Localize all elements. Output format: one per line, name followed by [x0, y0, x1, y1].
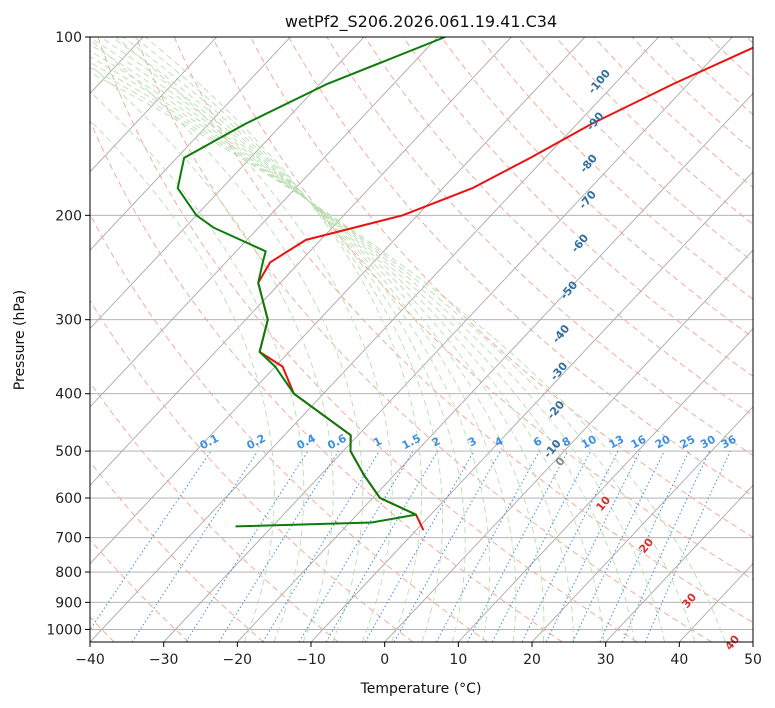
x-tick-label: 10 — [449, 652, 467, 668]
x-tick-label: 30 — [597, 652, 615, 668]
isotherm-line — [90, 37, 512, 486]
y-tick-label: 600 — [55, 491, 82, 507]
mixing-ratio-line — [599, 450, 690, 642]
moist-adiabat-line — [90, 67, 696, 642]
moist-adiabat-line — [111, 37, 491, 642]
mixing-ratio-label: 16 — [629, 433, 649, 452]
moist-adiabat-line — [90, 39, 364, 642]
y-tick-label: 200 — [55, 208, 82, 224]
dry-adiabat-line — [250, 37, 753, 538]
y-tick-label: 500 — [55, 444, 82, 460]
mixing-ratio-line — [325, 450, 439, 642]
dry-adiabat-line — [173, 37, 753, 624]
dry-adiabat-line — [402, 37, 753, 377]
mixing-ratio-line — [218, 450, 340, 642]
y-tick-label: 1000 — [46, 622, 82, 638]
moist-adiabat-line — [90, 61, 666, 642]
y-tick-label: 300 — [55, 313, 82, 329]
isotherm-line — [90, 37, 660, 642]
dry-adiabat-line — [364, 37, 753, 417]
isotherm-line — [90, 37, 586, 565]
isotherm-line — [458, 327, 753, 642]
moist-adiabat-line — [133, 37, 444, 642]
mixing-ratio-line — [393, 450, 502, 642]
moist-adiabat-line — [90, 91, 305, 642]
x-tick-label: −20 — [223, 652, 253, 668]
dry-adiabat-line — [90, 119, 563, 642]
moist-adiabat-line — [100, 37, 517, 642]
isotherm-line — [384, 249, 753, 642]
dry-adiabat-line — [90, 539, 190, 642]
mixing-ratio-line — [185, 450, 309, 642]
x-tick-label: 20 — [523, 652, 541, 668]
mixing-ratio-line — [621, 450, 711, 642]
dry-adiabat-line — [288, 37, 753, 497]
x-tick-label: 40 — [670, 652, 688, 668]
mixing-ratio-line — [545, 450, 641, 642]
x-tick-label: −10 — [296, 652, 326, 668]
y-tick-label: 800 — [55, 565, 82, 581]
y-tick-label: 400 — [55, 387, 82, 403]
moist-adiabat-line — [90, 64, 334, 642]
mixing-ratio-line — [298, 450, 414, 642]
mixing-ratio-line — [435, 450, 540, 642]
x-tick-label: 0 — [380, 652, 389, 668]
mixing-ratio-label: 30 — [698, 433, 718, 452]
mixing-ratio-line — [572, 450, 665, 642]
plot-frame — [89, 36, 754, 643]
isotherm-line — [90, 37, 439, 408]
mixing-ratio-label: 13 — [607, 433, 627, 452]
mixing-ratio-line — [262, 450, 380, 642]
dry-adiabat-line — [555, 37, 753, 225]
mixing-ratio-label: 25 — [678, 433, 698, 452]
isotherm-line — [237, 92, 753, 642]
reference-lines — [90, 37, 753, 642]
moist-adiabat-line — [90, 43, 575, 642]
x-tick-label: 50 — [744, 652, 762, 668]
isotherm-line — [605, 484, 753, 642]
dry-adiabat-line — [97, 37, 638, 642]
x-tick-label: −40 — [75, 652, 105, 668]
dry-adiabat-line — [90, 381, 339, 642]
mixing-ratio-line — [364, 450, 475, 642]
moist-adiabat-line — [90, 50, 605, 642]
dry-adiabat-line — [326, 37, 753, 456]
moist-adiabat-line — [145, 37, 423, 642]
dry-adiabat-line — [211, 37, 753, 580]
isotherm-line — [90, 37, 365, 330]
dewpoint-line — [176, 37, 446, 528]
moist-adiabat-line — [122, 37, 466, 642]
y-axis-label: Pressure (hPa) — [12, 290, 28, 390]
dry-adiabat-line — [90, 461, 264, 642]
y-tick-label: 700 — [55, 531, 82, 547]
chart-title: wetPf2_S206.2026.061.19.41.C34 — [285, 12, 557, 32]
data-series — [176, 37, 753, 531]
dry-adiabat-line — [517, 37, 753, 263]
isotherm-line — [310, 171, 753, 642]
moist-adiabat-line — [90, 37, 545, 642]
x-tick-label: −30 — [149, 652, 179, 668]
x-axis-label: Temperature (°C) — [360, 681, 482, 697]
moist-adiabat-line — [90, 72, 726, 642]
isotherm-line — [531, 406, 753, 642]
mixing-ratio-label: 10 — [579, 433, 599, 452]
mixing-ratio-label: 36 — [719, 433, 739, 452]
y-tick-label: 900 — [55, 595, 82, 611]
mixing-ratio-label: 20 — [653, 433, 673, 452]
axis-ticks: −40 −30 −20 −10 0 10 20 30 40 50 100 200 300 400 500 60… — [46, 30, 762, 668]
moist-adiabat-line — [90, 119, 275, 642]
y-tick-label: 100 — [55, 30, 82, 46]
isotherm-line — [90, 37, 218, 173]
